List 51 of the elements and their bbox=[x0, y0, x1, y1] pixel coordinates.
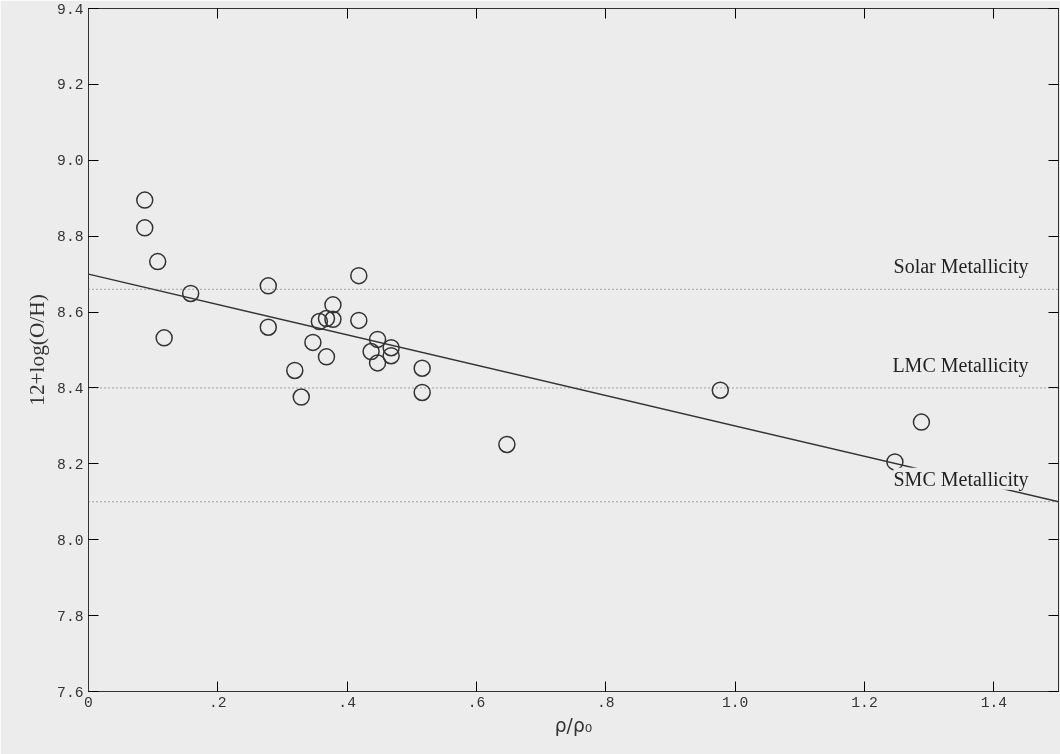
y-tick-label: 9.4 bbox=[57, 1, 84, 18]
y-tick-label: 7.8 bbox=[57, 608, 84, 625]
point bbox=[259, 318, 278, 336]
point bbox=[155, 329, 173, 347]
point bbox=[310, 312, 329, 331]
y-tick-label: 8.4 bbox=[57, 380, 84, 397]
point bbox=[711, 381, 730, 399]
ref-line-label: SMC Metallicity bbox=[893, 467, 1029, 491]
point bbox=[350, 266, 368, 285]
y-tick-label: 8.0 bbox=[57, 532, 84, 549]
point bbox=[317, 348, 336, 366]
y-tick-label: 8.2 bbox=[57, 456, 84, 473]
y-tick-label: 9.0 bbox=[57, 153, 84, 170]
point bbox=[382, 338, 400, 357]
ref-line-label: LMC Metallicity bbox=[892, 353, 1029, 377]
point bbox=[136, 191, 154, 209]
x-tick-label: 1.4 bbox=[980, 694, 1008, 711]
point bbox=[259, 277, 278, 295]
x-tick-label: .2 bbox=[209, 694, 227, 711]
point bbox=[350, 311, 368, 330]
point bbox=[368, 330, 387, 349]
x-tick-label: 1.0 bbox=[721, 694, 749, 711]
point bbox=[498, 435, 516, 454]
x-axis-title: ρ/ρ₀ bbox=[554, 714, 593, 736]
x-tick-label: .4 bbox=[338, 694, 357, 711]
point bbox=[292, 388, 310, 406]
point bbox=[304, 333, 322, 352]
point bbox=[148, 252, 167, 271]
x-tick-label: 0 bbox=[84, 694, 93, 711]
point bbox=[324, 310, 342, 328]
y-tick-label: 8.8 bbox=[57, 229, 84, 246]
point bbox=[413, 383, 431, 402]
y-tick-label: 9.2 bbox=[57, 77, 84, 94]
x-tick-label: 1.2 bbox=[851, 694, 878, 711]
point bbox=[912, 413, 931, 431]
point bbox=[286, 361, 304, 380]
point bbox=[324, 296, 342, 314]
x-tick-label: .8 bbox=[597, 694, 615, 711]
point bbox=[886, 453, 904, 471]
point bbox=[317, 309, 336, 328]
y-tick-label: 8.6 bbox=[57, 305, 84, 322]
point bbox=[368, 354, 387, 372]
point bbox=[382, 346, 400, 365]
ref-line-label: Solar Metallicity bbox=[893, 255, 1029, 279]
point bbox=[181, 284, 200, 303]
point bbox=[362, 342, 380, 361]
y-axis-title: 12+log(O/H) bbox=[25, 294, 50, 406]
x-tick-label: .6 bbox=[467, 694, 486, 711]
point bbox=[413, 359, 431, 377]
y-tick-label: 7.6 bbox=[57, 684, 84, 701]
point bbox=[136, 219, 154, 237]
